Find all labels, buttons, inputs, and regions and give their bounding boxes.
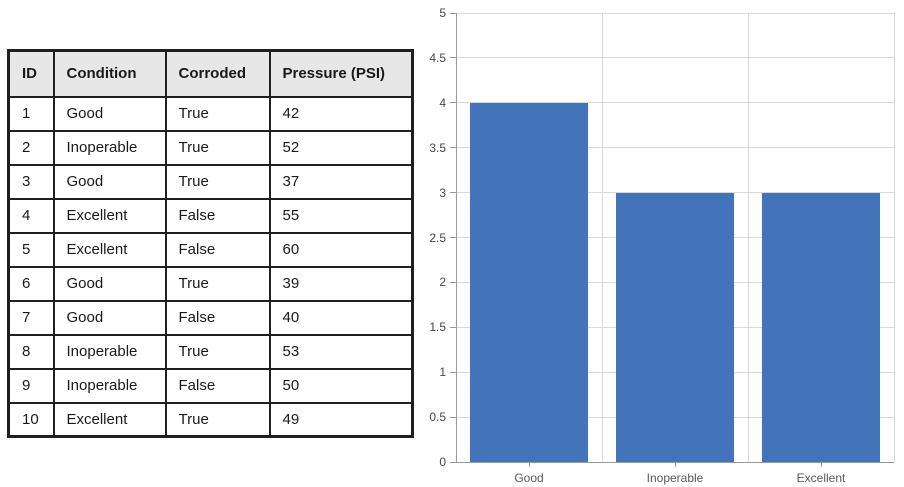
v-gridline (747, 13, 749, 462)
v-gridline (893, 13, 895, 462)
table-row: 5 Excellent False 60 (7, 231, 414, 268)
cell-id: 1 (7, 95, 55, 132)
condition-count-bar-chart: 0 0.5 1 1.5 2 2.5 3 3.5 4 4.5 5 Good Inoperable Excel… (429, 0, 904, 487)
col-header-condition: Condition (52, 49, 167, 98)
y-tick (450, 461, 456, 463)
cell-id: 10 (7, 401, 55, 438)
cell-pressure: 53 (268, 333, 414, 370)
cell-id: 8 (7, 333, 55, 370)
y-tick-label: 3.5 (429, 140, 446, 155)
x-tick (820, 462, 822, 467)
y-axis-line (455, 13, 457, 463)
cell-condition: Good (52, 265, 167, 302)
cell-corroded: True (164, 265, 271, 302)
y-tick (450, 326, 456, 328)
cell-id: 2 (7, 129, 55, 166)
cell-corroded: True (164, 129, 271, 166)
cell-id: 3 (7, 163, 55, 200)
h-gridline (456, 57, 894, 59)
y-tick-label: 2 (439, 275, 446, 290)
cell-condition: Inoperable (52, 129, 167, 166)
table-row: 6 Good True 39 (7, 265, 414, 302)
y-tick (450, 12, 456, 14)
cell-pressure: 50 (268, 367, 414, 404)
cell-id: 4 (7, 197, 55, 234)
col-header-id: ID (7, 49, 55, 98)
bar-excellent (762, 192, 880, 462)
x-category-label: Good (514, 471, 544, 485)
table-row: 7 Good False 40 (7, 299, 414, 336)
y-tick (450, 57, 456, 59)
table-row: 10 Excellent True 49 (7, 401, 414, 438)
x-tick (528, 462, 530, 467)
header-row: ID Condition Corroded Pressure (PSI) (7, 49, 414, 98)
col-header-pressure: Pressure (PSI) (268, 49, 414, 98)
v-gridline (601, 13, 603, 462)
cell-id: 7 (7, 299, 55, 336)
cell-corroded: False (164, 197, 271, 234)
table-row: 3 Good True 37 (7, 163, 414, 200)
cell-condition: Inoperable (52, 367, 167, 404)
x-tick (674, 462, 676, 467)
cell-pressure: 39 (268, 265, 414, 302)
x-category-label: Inoperable (646, 471, 704, 485)
pipe-table-header: ID Condition Corroded Pressure (PSI) (7, 49, 414, 98)
cell-pressure: 37 (268, 163, 414, 200)
h-gridline (456, 102, 894, 104)
table-row: 4 Excellent False 55 (7, 197, 414, 234)
cell-condition: Inoperable (52, 333, 167, 370)
y-tick-label: 0.5 (429, 410, 446, 425)
y-tick-label: 2.5 (429, 230, 446, 245)
cell-pressure: 49 (268, 401, 414, 438)
y-tick (450, 102, 456, 104)
cell-pressure: 42 (268, 95, 414, 132)
y-tick-label: 1 (439, 365, 446, 380)
bar-good (470, 102, 588, 462)
pipe-data-table: ID Condition Corroded Pressure (PSI) 1 Go… (7, 49, 414, 438)
h-gridline (456, 12, 894, 14)
cell-condition: Excellent (52, 231, 167, 268)
cell-condition: Excellent (52, 401, 167, 438)
pipe-table-body: 1 Good True 42 2 Inoperable True 52 3 Good True 37 4… (7, 95, 414, 438)
cell-condition: Good (52, 299, 167, 336)
col-header-corroded: Corroded (164, 49, 271, 98)
cell-pressure: 60 (268, 231, 414, 268)
x-category-label: Excellent (796, 471, 846, 485)
cell-corroded: True (164, 163, 271, 200)
y-tick-label: 3 (439, 185, 446, 200)
y-tick-label: 0 (439, 455, 446, 469)
table-row: 1 Good True 42 (7, 95, 414, 132)
cell-condition: Good (52, 163, 167, 200)
y-tick (450, 371, 456, 373)
cell-id: 6 (7, 265, 55, 302)
cell-condition: Excellent (52, 197, 167, 234)
cell-corroded: False (164, 367, 271, 404)
cell-pressure: 52 (268, 129, 414, 166)
y-tick-label: 4 (439, 95, 446, 110)
cell-condition: Good (52, 95, 167, 132)
cell-corroded: True (164, 333, 271, 370)
cell-corroded: False (164, 299, 271, 336)
h-gridline (456, 147, 894, 149)
cell-id: 9 (7, 367, 55, 404)
cell-corroded: True (164, 401, 271, 438)
y-tick (450, 416, 456, 418)
table-row: 8 Inoperable True 53 (7, 333, 414, 370)
y-tick-label: 5 (439, 6, 446, 20)
cell-id: 5 (7, 231, 55, 268)
cell-pressure: 55 (268, 197, 414, 234)
bar-inoperable (616, 192, 734, 462)
cell-corroded: False (164, 231, 271, 268)
table-row: 2 Inoperable True 52 (7, 129, 414, 166)
y-tick (450, 281, 456, 283)
y-tick (450, 237, 456, 238)
table-row: 9 Inoperable False 50 (7, 367, 414, 404)
y-tick (450, 147, 456, 149)
y-tick-label: 4.5 (429, 50, 446, 65)
y-tick (450, 192, 456, 194)
cell-corroded: True (164, 95, 271, 132)
y-tick-label: 1.5 (429, 320, 446, 335)
cell-pressure: 40 (268, 299, 414, 336)
